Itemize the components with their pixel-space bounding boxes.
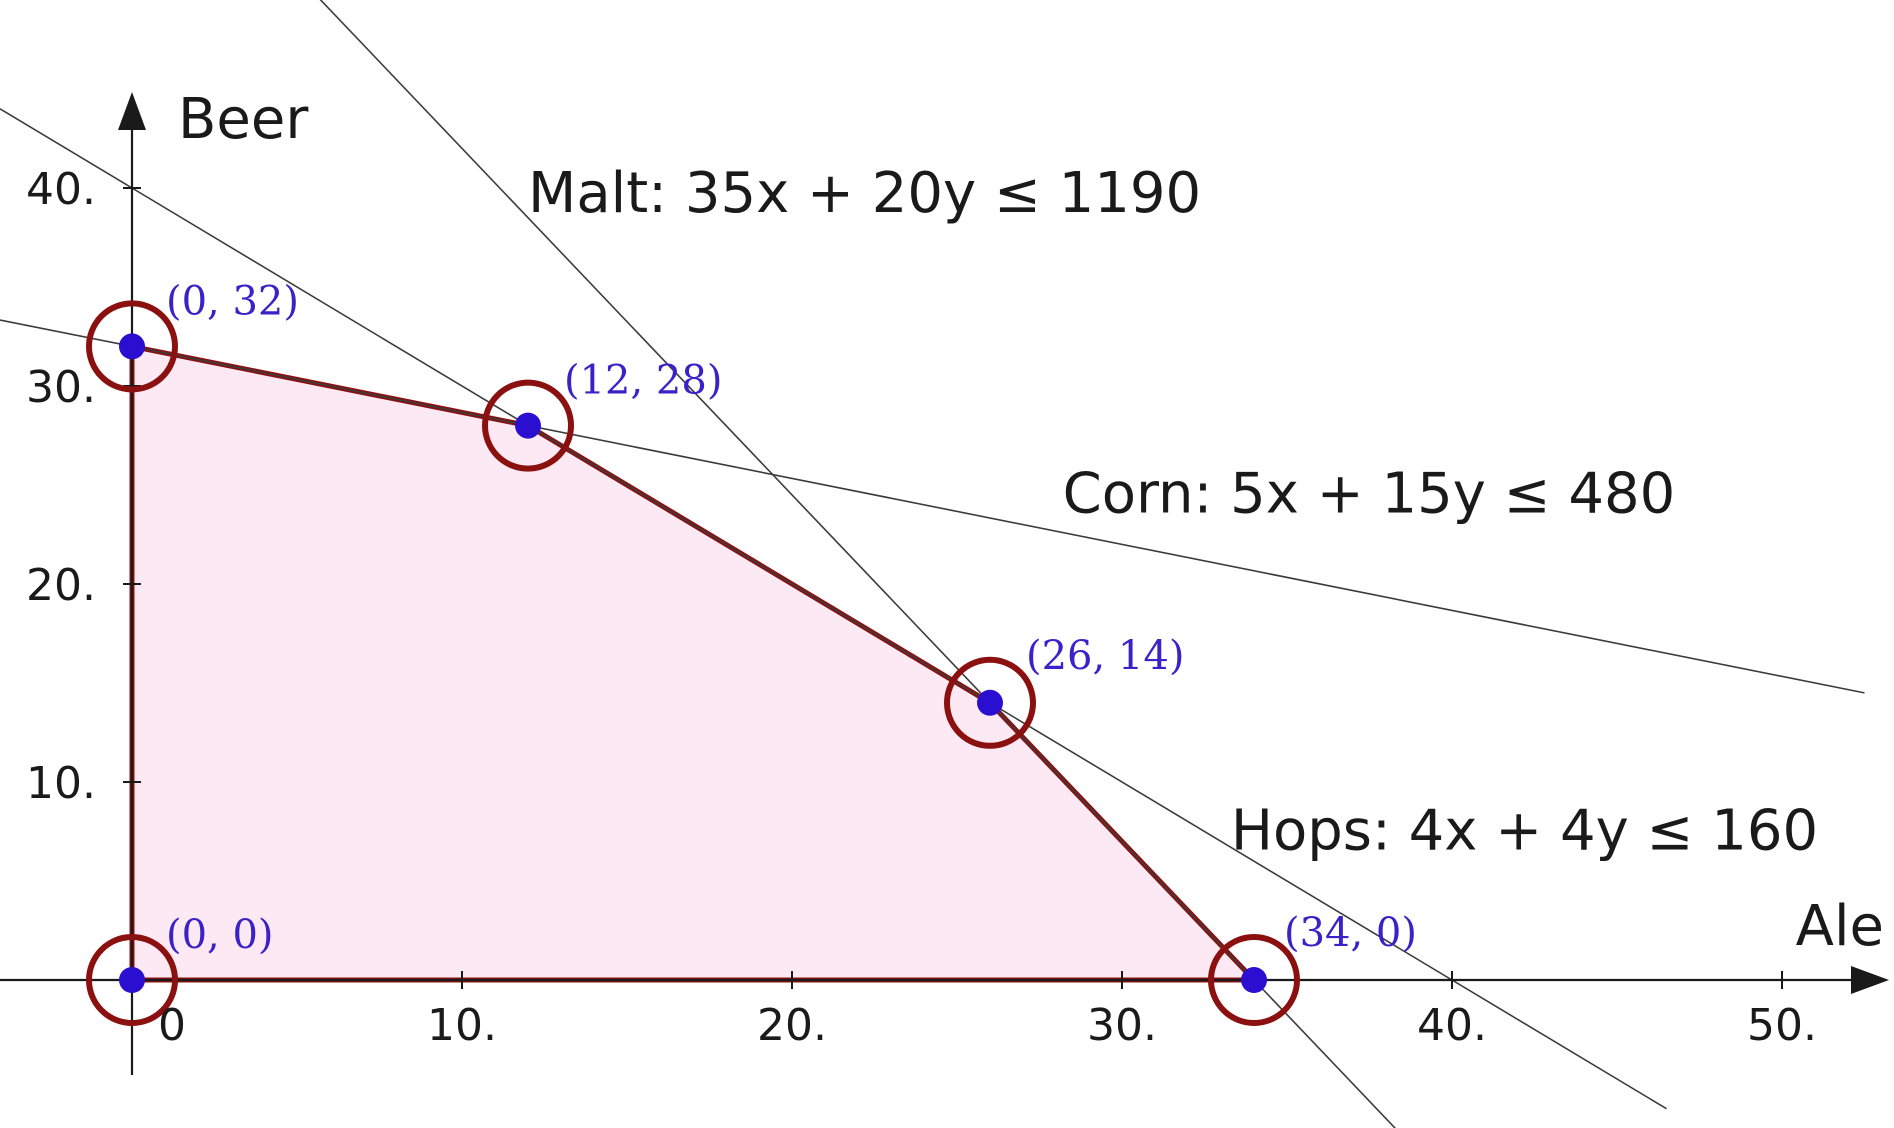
x-tick-label-10: 10.: [427, 1000, 497, 1051]
vertex-ring-0-32: [86, 300, 178, 393]
vertex-point-26-14: [977, 689, 1003, 716]
vertex-ring-0-0: [86, 934, 178, 1026]
vertex-point-12-28: [515, 412, 541, 439]
x-axis-title: Ale: [1796, 894, 1884, 959]
vertex-point-0-32: [119, 333, 145, 360]
y-axis-arrowhead: [118, 92, 146, 130]
vertex-label-34-0: (34, 0): [1284, 910, 1417, 956]
x-tick-label-40: 40.: [1417, 1000, 1487, 1051]
y-tick-label-10: 10.: [26, 758, 96, 809]
y-tick-label-30: 30.: [26, 362, 96, 413]
vertex-label-26-14: (26, 14): [1026, 633, 1184, 679]
constraint-label-malt: Malt: 35x + 20y ≤ 1190: [528, 161, 1201, 226]
x-tick-label-20: 20.: [757, 1000, 827, 1051]
y-axis-title: Beer: [178, 87, 309, 152]
constraint-label-corn: Corn: 5x + 15y ≤ 480: [1063, 462, 1676, 527]
x-tick-label-0: 0: [158, 1000, 186, 1051]
labels-layer: 0 10. 20. 30. 40. 50. 10. 20. 30. 40. Ale Beer Malt:…: [26, 87, 1884, 1051]
constraint-line-malt: [319, 0, 1397, 1128]
y-tick-label-40: 40.: [26, 164, 96, 215]
vertex-ring-26-14: [944, 656, 1036, 749]
axes-layer: [0, 92, 1889, 1075]
constraint-label-hops: Hops: 4x + 4y ≤ 160: [1231, 798, 1818, 863]
vertices-layer: [86, 300, 1300, 1026]
feasible-region-fill: [132, 346, 1254, 980]
vertex-label-0-32: (0, 32): [166, 278, 299, 324]
constraint-line-corn: [0, 319, 1865, 694]
vertex-point-34-0: [1241, 967, 1267, 993]
x-axis-arrowhead: [1851, 966, 1889, 994]
constraint-line-hops: [0, 108, 1667, 1110]
vertex-ring-12-28: [482, 379, 574, 472]
vertex-label-12-28: (12, 28): [564, 358, 722, 404]
vertex-point-0-0: [119, 967, 145, 993]
vertex-ring-34-0: [1208, 934, 1300, 1026]
x-tick-label-50: 50.: [1747, 1000, 1817, 1051]
vertex-label-0-0: (0, 0): [166, 912, 274, 958]
x-tick-label-30: 30.: [1087, 1000, 1157, 1051]
y-tick-label-20: 20.: [26, 560, 96, 611]
